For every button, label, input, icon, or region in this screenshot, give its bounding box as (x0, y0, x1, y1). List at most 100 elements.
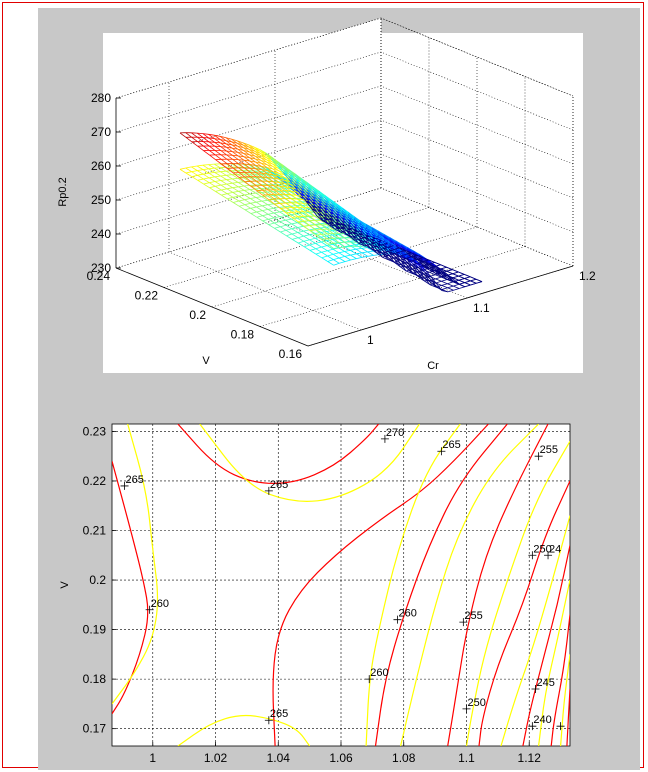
mesh-line (285, 194, 292, 200)
mesh-line (231, 147, 238, 150)
grid-line (115, 85, 382, 167)
mesh-line (191, 132, 198, 138)
mesh-line (256, 215, 263, 218)
mesh-line (347, 216, 354, 224)
mesh-line (334, 218, 342, 227)
contour-label-marker (556, 722, 565, 731)
mesh-line (321, 239, 328, 245)
x-tick-label: 1.12 (518, 751, 542, 765)
mesh-line (284, 194, 291, 199)
mesh-line (274, 198, 281, 204)
mesh-line (294, 182, 301, 191)
mesh-line (447, 281, 454, 285)
mesh-line (238, 190, 245, 196)
mesh-line (346, 232, 353, 235)
mesh-line (423, 267, 430, 271)
mesh-line (309, 243, 316, 246)
mesh-line (309, 225, 316, 231)
mesh-line (197, 132, 203, 134)
contour-label: 250 (467, 697, 485, 709)
mesh-line (340, 226, 347, 229)
mesh-line (220, 146, 227, 152)
mesh-line (464, 282, 471, 286)
mesh-line (400, 254, 408, 263)
mesh-line (226, 182, 233, 185)
mesh-line (418, 276, 425, 279)
mesh-line (453, 278, 460, 285)
mesh-line (225, 137, 232, 143)
mesh-line (338, 242, 346, 248)
mesh-line (237, 182, 245, 187)
mesh-line (309, 250, 317, 255)
mesh-line (332, 237, 340, 243)
mesh-line (434, 270, 442, 274)
mesh-line (261, 165, 268, 168)
mesh-line (453, 288, 460, 291)
mesh-line (250, 198, 257, 203)
mesh-line (447, 285, 454, 289)
mesh-line (278, 175, 285, 181)
mesh-line (266, 167, 273, 170)
mesh-line (335, 207, 343, 216)
mesh-line (185, 172, 193, 177)
x-tick-label: 1 (149, 751, 156, 765)
mesh-line (381, 246, 388, 250)
mesh-line (214, 145, 222, 151)
contour-line (365, 424, 461, 746)
mesh-line (231, 144, 238, 150)
mesh-line (273, 177, 280, 180)
contour-lines (112, 424, 570, 746)
z-tick-label: 260 (91, 159, 111, 173)
mesh-line (215, 189, 222, 192)
contour-plot: 1 1.02 1.04 1.06 1.08 1.1 1.12 0.17 0.18 0.19 0.2 0… (59, 423, 571, 768)
mesh-line (268, 224, 275, 229)
mesh-line (411, 267, 418, 270)
mesh-line (320, 241, 328, 246)
mesh-line (243, 153, 250, 156)
mesh-line (273, 193, 281, 200)
mesh-line (317, 202, 324, 211)
mesh-line (279, 198, 287, 204)
mesh-line (244, 181, 252, 187)
mesh-line (282, 167, 290, 175)
mesh-line (342, 207, 349, 215)
mesh-line (226, 150, 233, 156)
mesh-line (273, 212, 281, 217)
mesh-line (395, 240, 402, 246)
mesh-line (318, 195, 325, 203)
mesh-line (249, 184, 256, 186)
mesh-line (255, 196, 262, 198)
x-tick-label: 1.1 (473, 301, 490, 315)
mesh-line (299, 192, 306, 201)
mesh-line (309, 237, 316, 241)
mesh-line (208, 172, 215, 174)
y-tick-label: 0.18 (231, 328, 255, 342)
mesh-line (434, 262, 441, 266)
mesh-line (417, 261, 424, 264)
mesh-line (321, 233, 328, 235)
contour-label: 260 (370, 667, 388, 679)
mesh-line (231, 174, 239, 179)
mesh-line (387, 253, 394, 256)
mesh-line (242, 142, 249, 146)
mesh-line (326, 224, 334, 230)
mesh-line (243, 163, 251, 169)
mesh-line (203, 177, 210, 180)
mesh-line (250, 192, 256, 195)
mesh-line (298, 220, 304, 223)
mesh-line (417, 273, 424, 277)
mesh-line (338, 237, 346, 243)
mesh-line (344, 251, 351, 256)
mesh-line (214, 141, 221, 147)
mesh-line (284, 183, 291, 185)
mesh-line (296, 198, 304, 204)
mesh-line (381, 242, 388, 246)
mesh-line (424, 259, 431, 265)
mesh-line (406, 247, 414, 253)
mesh-line (291, 217, 299, 223)
mesh-line (458, 279, 465, 283)
mesh-line (226, 187, 233, 190)
mesh-line (244, 207, 251, 211)
mesh-line (254, 153, 261, 156)
mesh-line (202, 168, 209, 170)
